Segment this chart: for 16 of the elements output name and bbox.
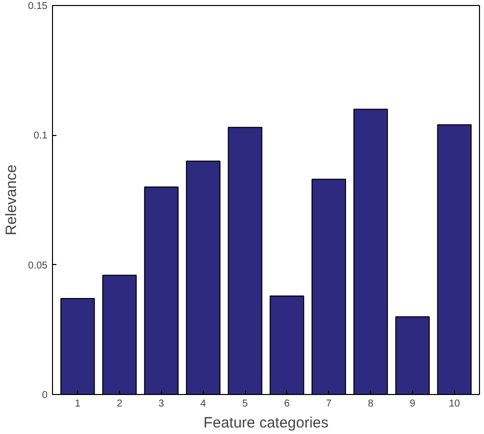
x-axis-title: Feature categories [203,414,329,432]
x-tick-label: 9 [410,398,416,410]
y-tick-label: 0.05 [28,260,48,272]
y-axis-title: Relevance [3,164,20,236]
x-tick-label: 2 [116,398,123,410]
y-tick-label: 0 [42,390,48,401]
y-tick-label: 0.15 [28,1,48,12]
x-tick-label: 1 [74,398,81,410]
x-tick-label: 8 [368,398,374,410]
x-tick-label: 5 [242,398,248,410]
x-tick-label: 4 [200,398,206,410]
y-tick-label: 0.1 [34,130,48,142]
x-tick-label: 6 [284,398,290,410]
x-tick-label: 10 [448,398,460,410]
x-tick-label: 3 [158,398,165,410]
x-tick-label: 7 [326,398,332,410]
